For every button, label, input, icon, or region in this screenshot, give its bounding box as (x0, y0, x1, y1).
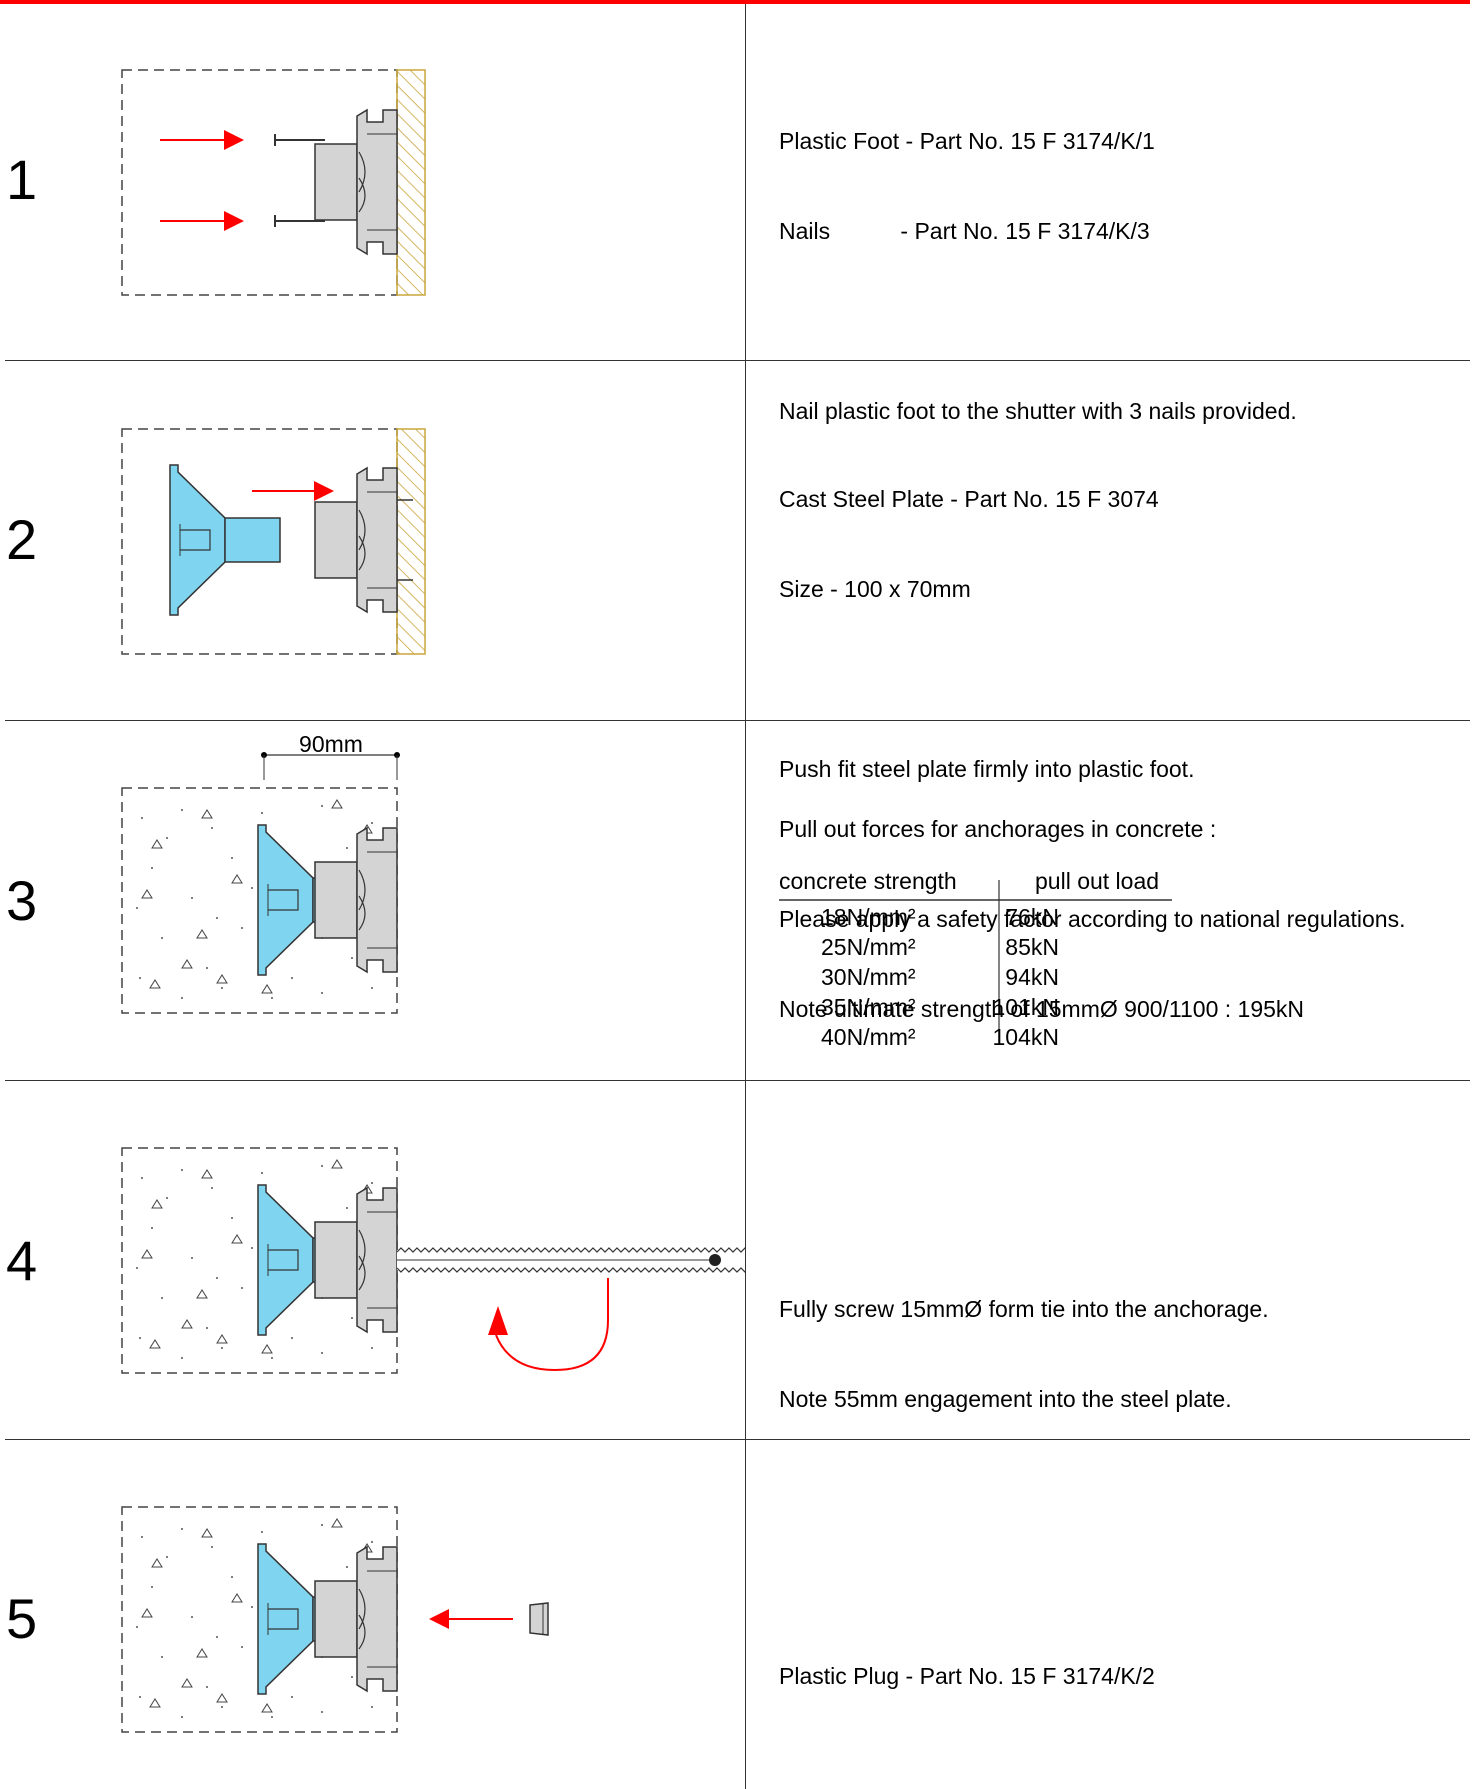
table-cell-load: 94kN (1005, 964, 1059, 990)
table-cell-strength: 35N/mm² (821, 994, 916, 1020)
table-header-pull-out-load: pull out load (1035, 868, 1160, 894)
step-number-3: 3 (6, 869, 38, 932)
text-line: Nail plastic foot to the shutter with 3 … (779, 398, 1297, 424)
step-4-diagram (121, 1147, 745, 1374)
assembly-diagrams: 90mm (121, 69, 745, 1733)
text-line: Nails - Part No. 15 F 3174/K/3 (779, 218, 1150, 244)
table-cell-strength: 40N/mm² (821, 1024, 916, 1050)
plastic-plug-icon (529, 1602, 549, 1636)
table-header-concrete-strength: concrete strength (779, 868, 957, 894)
row-divider (5, 720, 1470, 721)
step-number-2: 2 (6, 508, 38, 571)
step-1-instructions: Plastic Foot - Part No. 15 F 3174/K/1 Na… (779, 66, 1297, 456)
step-number-4: 4 (6, 1229, 38, 1292)
rotation-arrow-icon (495, 1278, 609, 1372)
text-line: Size - 100 x 70mm (779, 576, 971, 602)
table-cell-strength: 30N/mm² (821, 964, 916, 990)
dimension-label: 90mm (299, 731, 363, 757)
text-line: Fully screw 15mmØ form tie into the anch… (779, 1296, 1269, 1322)
text-line (779, 664, 1194, 694)
row-divider (5, 360, 1470, 361)
table-rules (779, 880, 1172, 1043)
table-cell-strength: 25N/mm² (821, 934, 916, 960)
table-cell-load: 85kN (1005, 934, 1059, 960)
table-cell-load: 101kN (992, 994, 1059, 1020)
step-5-instructions: Plastic Plug - Part No. 15 F 3174/K/2 (779, 1601, 1155, 1721)
step-3-diagram: 90mm (121, 731, 400, 1014)
row-divider (5, 1080, 1470, 1081)
step-1-diagram (121, 69, 426, 296)
step-number-1: 1 (6, 148, 38, 211)
step-number-5: 5 (6, 1587, 38, 1650)
text-line: Pull out forces for anchorages in concre… (779, 816, 1217, 842)
text-line: Note 55mm engagement into the steel plat… (779, 1386, 1232, 1412)
text-line (779, 306, 1297, 336)
text-line: Plastic Foot - Part No. 15 F 3174/K/1 (779, 128, 1155, 154)
table-cell-load: 76kN (1005, 904, 1059, 930)
step-5-diagram (121, 1506, 549, 1733)
step-3-instructions: Pull out forces for anchorages in concre… (779, 754, 1406, 1054)
table-cell-load: 104kN (992, 1024, 1059, 1050)
step-2-diagram (121, 428, 426, 655)
text-line: Plastic Plug - Part No. 15 F 3174/K/2 (779, 1663, 1155, 1689)
text-line: Cast Steel Plate - Part No. 15 F 3074 (779, 486, 1159, 512)
text-line: Please apply a safety factor according t… (779, 906, 1406, 932)
text-line: Note ultimate strength of 15mmØ 900/1100… (779, 996, 1305, 1022)
row-divider (5, 1439, 1470, 1440)
nail-icon (274, 215, 325, 227)
nail-icon (274, 134, 325, 146)
step-4-instructions: Fully screw 15mmØ form tie into the anch… (779, 1234, 1269, 1444)
top-red-rule (0, 0, 1470, 4)
table-cell-strength: 18N/mm² (821, 904, 916, 930)
text-line: Push fit steel plate firmly into plastic… (779, 756, 1195, 782)
column-divider (745, 4, 746, 1789)
form-tie-rod (396, 1247, 745, 1273)
step-2-instructions: Cast Steel Plate - Part No. 15 F 3074 Si… (779, 424, 1194, 814)
